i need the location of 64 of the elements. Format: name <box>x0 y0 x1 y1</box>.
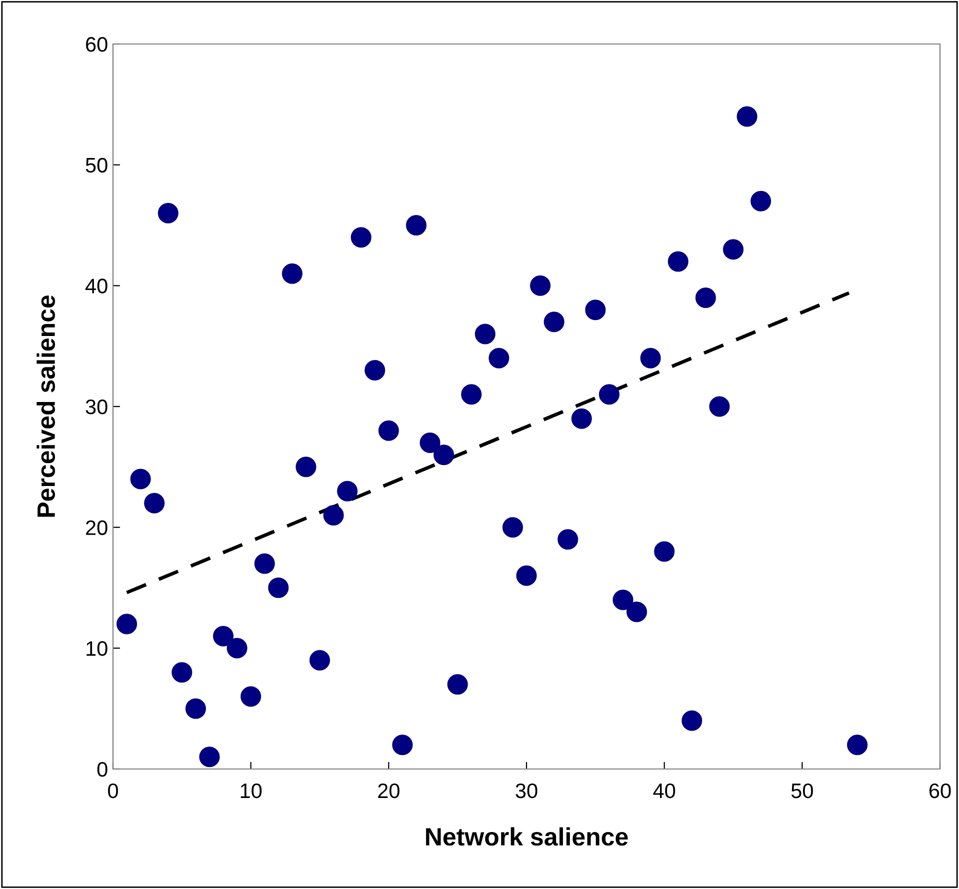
point <box>654 541 675 562</box>
point <box>172 662 192 683</box>
y-axis-title: Perceived salience <box>36 295 56 517</box>
point <box>612 590 634 610</box>
point <box>488 348 510 368</box>
point <box>626 602 648 622</box>
x-axis-title: Network salience <box>426 827 628 846</box>
y-tick-label: 40 <box>85 278 108 294</box>
point <box>640 348 661 368</box>
point <box>420 432 440 454</box>
x-tick-label: 0 <box>108 783 118 798</box>
point <box>158 202 178 224</box>
point <box>378 420 399 441</box>
point <box>695 287 716 308</box>
point <box>544 312 564 332</box>
x-tick-label: 60 <box>929 783 951 798</box>
point <box>516 565 537 586</box>
point <box>571 408 592 429</box>
point <box>598 384 620 405</box>
y-tick-label: 10 <box>86 641 108 656</box>
point <box>750 190 772 212</box>
point <box>130 468 151 490</box>
point <box>847 734 868 756</box>
point <box>116 614 138 634</box>
point <box>682 710 702 731</box>
point <box>226 638 248 658</box>
point <box>502 517 523 538</box>
x-tick-label: 40 <box>653 783 676 798</box>
point <box>337 480 358 502</box>
x-tick-label: 20 <box>378 783 400 798</box>
point <box>144 492 165 514</box>
point <box>185 698 206 719</box>
point <box>558 529 578 550</box>
point <box>323 504 344 526</box>
y-tick-label: 60 <box>86 37 108 52</box>
point <box>199 746 220 768</box>
point <box>434 444 454 466</box>
y-tick-label: 50 <box>86 158 108 173</box>
point <box>364 360 386 381</box>
point <box>722 239 744 260</box>
y-tick-label: 0 <box>97 762 108 777</box>
point <box>213 626 234 646</box>
point <box>736 106 758 127</box>
point <box>268 577 289 598</box>
point <box>309 650 330 671</box>
point <box>474 324 496 344</box>
point <box>240 686 262 707</box>
point <box>668 251 688 272</box>
point <box>530 275 551 296</box>
point <box>296 456 316 478</box>
y-tick-label: 30 <box>86 400 108 414</box>
x-tick-label: 10 <box>240 783 262 798</box>
x-tick-label: 30 <box>516 783 538 798</box>
point <box>282 263 302 284</box>
point <box>461 384 482 405</box>
point <box>254 553 275 574</box>
point <box>585 300 606 320</box>
point <box>709 396 730 417</box>
point <box>447 674 468 695</box>
point <box>406 214 426 236</box>
point <box>350 227 372 248</box>
x-tick-label: 50 <box>791 783 813 798</box>
point <box>392 734 413 756</box>
y-tick-label: 20 <box>86 520 108 536</box>
